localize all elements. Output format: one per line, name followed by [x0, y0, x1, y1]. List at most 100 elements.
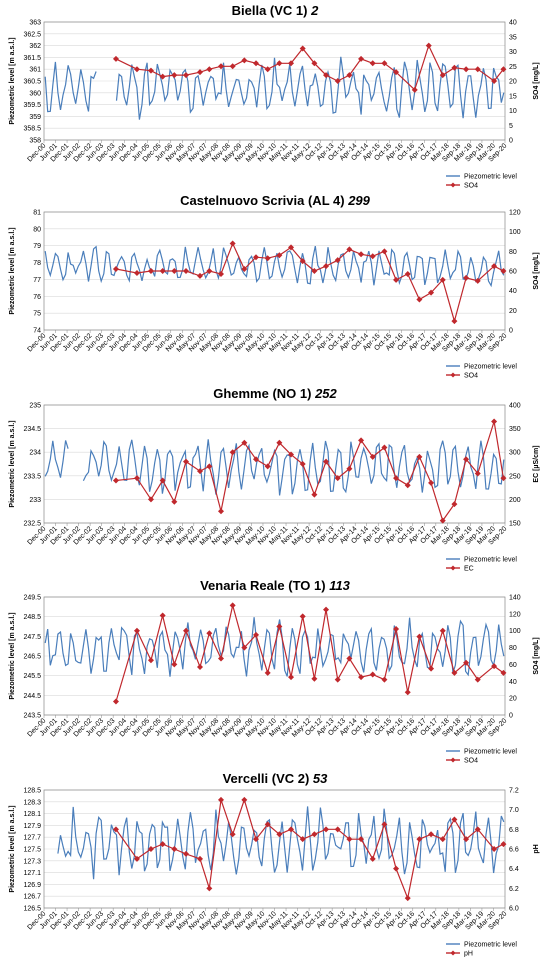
data-point: [425, 42, 432, 49]
y2-tick-label: 0: [509, 138, 513, 145]
data-point: [112, 266, 119, 273]
y-tick-label: 235: [29, 403, 41, 410]
data-point: [311, 60, 318, 67]
data-point: [381, 444, 388, 451]
plot-frame: [43, 404, 506, 524]
data-point: [218, 796, 225, 803]
y2-tick-label: 7.0: [509, 807, 519, 814]
data-point: [196, 272, 203, 279]
data-point: [196, 69, 203, 76]
data-point: [334, 826, 341, 833]
y2-tick-label: 250: [509, 473, 521, 480]
y2-axis-label: SO4 [mg/L]: [533, 62, 540, 99]
data-point: [147, 67, 154, 74]
data-point: [491, 846, 498, 852]
data-point: [299, 836, 306, 843]
data-point: [159, 612, 166, 619]
data-point: [264, 669, 271, 676]
y-tick-label: 360: [29, 90, 41, 97]
data-point: [133, 66, 140, 73]
y-tick-label: 361.5: [23, 55, 41, 62]
legend-entry: pH: [464, 951, 473, 957]
y2-tick-label: 20: [509, 79, 517, 86]
data-point: [428, 831, 435, 838]
y-axis-label: Piezometric level [m a.s.l.]: [9, 805, 16, 892]
data-point: [404, 895, 411, 902]
legend-entry: Piezometric level: [464, 557, 517, 564]
data-point: [264, 255, 271, 262]
data-point: [369, 855, 376, 862]
series-line-piezometric: [57, 806, 505, 880]
data-point: [393, 276, 400, 283]
legend-entry: EC: [464, 566, 474, 573]
legend-marker: [450, 565, 456, 571]
chart-title-text: Vercelli (VC 2): [223, 771, 313, 786]
data-point: [451, 669, 458, 676]
chart-title-text: Ghemme (NO 1): [213, 386, 315, 401]
chart-title-text: Castelnuovo Scrivia (AL 4): [180, 193, 348, 208]
data-point: [393, 475, 400, 482]
chart-title: Biella (VC 1) 2: [232, 3, 319, 18]
data-point: [276, 252, 283, 259]
data-point: [299, 461, 306, 467]
chart-title: Castelnuovo Scrivia (AL 4) 299: [180, 193, 371, 208]
legend-entry: Piezometric level: [464, 174, 517, 181]
y-tick-label: 79: [33, 243, 41, 250]
y-tick-label: 247.5: [23, 634, 41, 641]
data-point: [229, 63, 236, 70]
y-tick-label: 358.5: [23, 126, 41, 133]
data-point: [218, 655, 225, 662]
data-point: [147, 846, 154, 852]
y2-tick-label: 140: [509, 595, 521, 602]
data-point: [428, 665, 435, 672]
chart-title-suffix: 53: [313, 771, 328, 786]
y-tick-label: 126.9: [23, 882, 41, 889]
data-point: [182, 72, 189, 79]
data-point: [133, 627, 140, 634]
data-point: [171, 72, 178, 79]
data-point: [288, 451, 295, 458]
y2-tick-label: 15: [509, 93, 517, 100]
data-point: [451, 318, 458, 325]
y2-tick-label: 6.8: [509, 827, 519, 834]
y2-axis-label: EC [µS/cm]: [533, 445, 540, 482]
chart-4: Venaria Reale (TO 1) 113 243.5 244.5 245.5 2…: [9, 578, 540, 765]
y2-tick-label: 0: [509, 328, 513, 335]
data-point: [393, 626, 400, 633]
series-line-piezometric: [44, 439, 505, 496]
chart-title-suffix: 252: [314, 386, 337, 401]
data-point: [404, 689, 411, 696]
y-tick-label: 232.5: [23, 521, 41, 528]
data-point: [241, 266, 248, 273]
data-point: [404, 270, 411, 277]
y2-tick-label: 100: [509, 628, 521, 635]
data-point: [463, 66, 470, 73]
data-point: [159, 477, 166, 484]
data-point: [299, 613, 306, 620]
y2-tick-label: 120: [509, 210, 521, 217]
data-point: [229, 831, 236, 838]
data-point: [358, 437, 365, 444]
y-tick-label: 76: [33, 294, 41, 301]
y-tick-label: 234.5: [23, 426, 41, 433]
data-point: [474, 470, 481, 477]
data-point: [500, 669, 507, 676]
chart-title-text: Venaria Reale (TO 1): [200, 578, 329, 593]
data-point: [451, 816, 458, 823]
series-line-so4: [115, 241, 504, 324]
y-tick-label: 362: [29, 43, 41, 50]
data-point: [112, 826, 119, 833]
data-point: [229, 602, 236, 609]
data-point: [311, 831, 318, 838]
data-point: [334, 676, 341, 683]
data-point: [264, 463, 271, 470]
series-line-piezometric: [44, 56, 505, 120]
data-point: [500, 475, 507, 482]
data-point: [133, 475, 140, 482]
y2-tick-label: 60: [509, 662, 517, 669]
data-point: [218, 508, 225, 515]
data-point: [369, 453, 376, 460]
y2-axis-label: SO4 [mg/L]: [533, 252, 540, 289]
data-point: [381, 676, 388, 683]
data-point: [491, 263, 498, 270]
